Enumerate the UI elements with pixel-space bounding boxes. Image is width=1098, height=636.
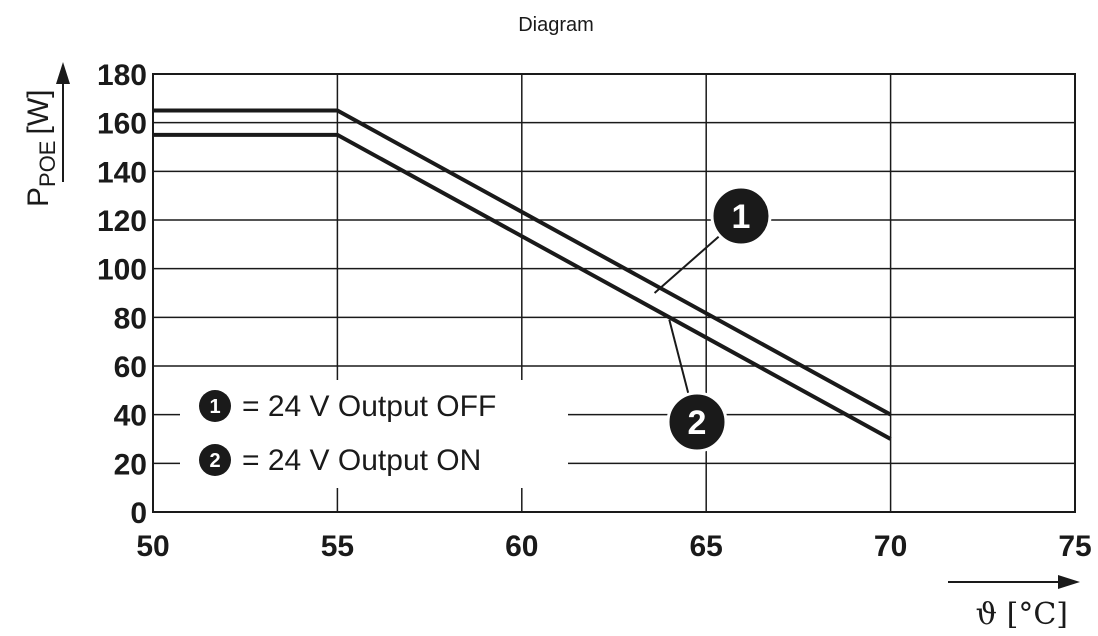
callout-leader-2 [668, 319, 691, 401]
series-line-1 [153, 108, 892, 417]
legend-item-2: 2 = 24 V Output ON [199, 444, 481, 477]
legend-background [180, 380, 568, 488]
x-tick-label-70: 70 [874, 530, 907, 563]
legend: 1 = 24 V Output OFF 2 = 24 V Output ON [180, 380, 568, 488]
y-axis-label-sub: POE [35, 141, 60, 187]
x-tick-label-65: 65 [690, 530, 723, 563]
y-axis-label-unit: [W] [22, 90, 55, 135]
legend-marker-2-label: 2 [209, 450, 220, 472]
legend-marker-1-label: 1 [209, 396, 220, 418]
x-axis-arrow-head [1058, 575, 1080, 589]
plot-frame [152, 73, 1076, 513]
y-tick-label-20: 20 [114, 448, 147, 481]
legend-text-2: = 24 V Output ON [242, 444, 481, 477]
callouts: 12 [653, 185, 772, 453]
series-line-2 [153, 132, 892, 441]
callout-badge-1 [710, 185, 772, 247]
y-axis-arrow-head [56, 62, 70, 84]
x-axis-label-group: ϑ [°C] [948, 575, 1080, 632]
x-tick-labels: 50 55 60 65 70 75 [136, 530, 1091, 563]
y-axis-label: PPOE [W] [22, 90, 60, 207]
y-tick-label-80: 80 [114, 302, 147, 335]
callout-badge-label-1: 1 [732, 198, 751, 236]
y-tick-label-100: 100 [97, 254, 147, 287]
y-axis-label-group: PPOE [W] [22, 62, 70, 207]
y-axis-label-main: P [22, 187, 55, 207]
y-tick-label-120: 120 [97, 205, 147, 238]
legend-item-1: 1 = 24 V Output OFF [199, 390, 496, 423]
y-tick-label-0: 0 [130, 497, 147, 530]
y-tick-labels: 0 20 40 60 80 100 120 140 160 180 [97, 59, 147, 530]
chart-title: Diagram [518, 14, 594, 36]
legend-marker-1 [199, 390, 231, 422]
x-tick-label-60: 60 [505, 530, 538, 563]
y-tick-label-60: 60 [114, 351, 147, 384]
x-tick-label-55: 55 [321, 530, 354, 563]
legend-text-1: = 24 V Output OFF [242, 390, 496, 423]
x-tick-label-50: 50 [136, 530, 169, 563]
callout-badge-2 [666, 391, 728, 453]
x-axis-label: ϑ [°C] [976, 597, 1068, 632]
y-tick-label-40: 40 [114, 400, 147, 433]
y-tick-label-160: 160 [97, 108, 147, 141]
x-tick-label-75: 75 [1058, 530, 1091, 563]
y-tick-label-180: 180 [97, 59, 147, 92]
legend-marker-2 [199, 444, 231, 476]
callout-leader-1 [653, 231, 725, 294]
series-lines [153, 108, 892, 441]
callout-badge-label-2: 2 [688, 404, 707, 442]
y-tick-label-140: 140 [97, 156, 147, 189]
